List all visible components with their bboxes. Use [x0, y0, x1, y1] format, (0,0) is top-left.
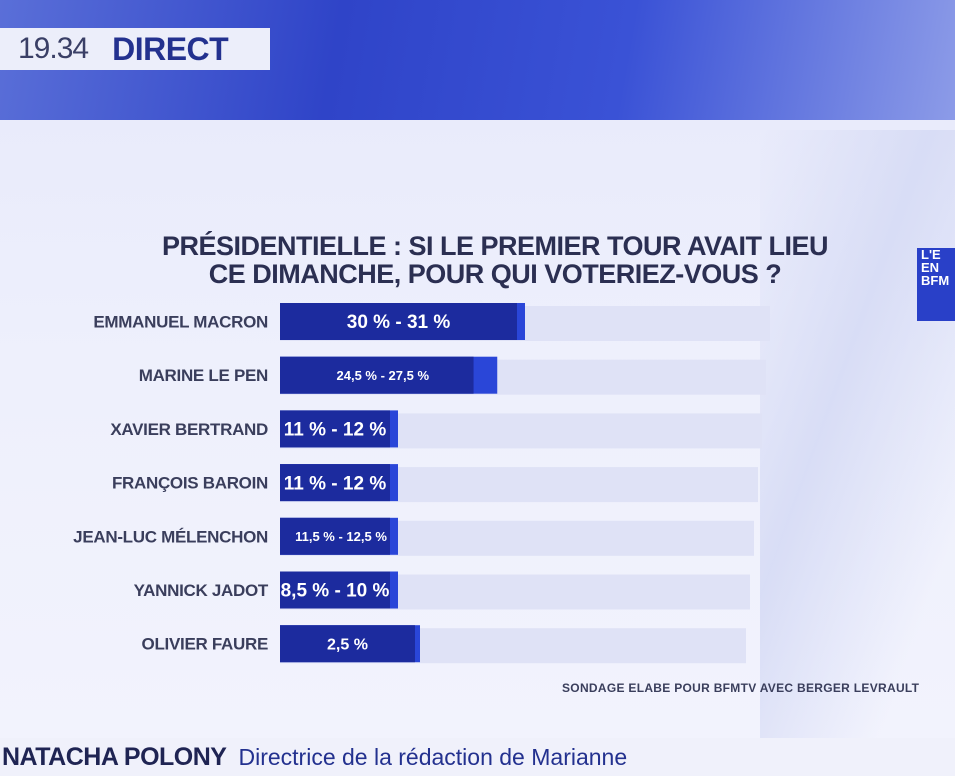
bar-low-estimate: [280, 517, 390, 555]
bar-low-estimate: [280, 571, 390, 609]
chart-title-line-1: PRÉSIDENTIELLE : SI LE PREMIER TOUR AVAI…: [161, 231, 829, 261]
live-label: DIRECT: [112, 30, 229, 67]
bar-low-estimate: [280, 464, 390, 502]
live-time-box: 19.34 DIRECT: [0, 28, 270, 70]
lower-third: NATACHA POLONY Directrice de la rédactio…: [0, 738, 955, 776]
value-label: 11 % - 12 %: [284, 420, 387, 441]
candidate-label: XAVIER BERTRAND: [110, 420, 268, 439]
bar-low-estimate: [280, 303, 517, 340]
value-label: 2,5 %: [327, 636, 368, 653]
value-label: 11,5 % - 12,5 %: [295, 529, 387, 544]
guest-name: NATACHA POLONY: [2, 742, 227, 771]
value-label: 11 % - 12 %: [284, 473, 387, 494]
poll-source: SONDAGE ELABE POUR BFMTV AVEC BERGER LEV…: [562, 681, 920, 695]
candidate-label: JEAN-LUC MÉLENCHON: [73, 527, 268, 546]
candidate-label: EMMANUEL MACRON: [93, 313, 268, 332]
guest-role: Directrice de la rédaction de Marianne: [238, 743, 628, 770]
channel-logo-text: L'E EN BFM: [921, 248, 950, 288]
value-label: 30 % - 31 %: [347, 312, 451, 333]
value-label: 8,5 % - 10 %: [281, 581, 390, 602]
candidate-label: YANNICK JADOT: [134, 581, 269, 600]
candidate-label: MARINE LE PEN: [139, 366, 268, 385]
broadcast-time: 19.34: [18, 32, 89, 65]
candidate-label: OLIVIER FAURE: [142, 635, 268, 654]
bar-low-estimate: [280, 356, 474, 394]
channel-logo: L'E EN BFM: [917, 248, 955, 321]
candidate-label: FRANÇOIS BAROIN: [112, 474, 268, 493]
bar-low-estimate: [280, 410, 390, 448]
top-banner-background: [0, 0, 955, 140]
chart-title: PRÉSIDENTIELLE : SI LE PREMIER TOUR AVAI…: [145, 232, 845, 288]
bar-low-estimate: [280, 625, 415, 663]
panel-decoration: [760, 130, 955, 750]
chart-title-line-2: CE DIMANCHE, POUR QUI VOTERIEZ-VOUS ?: [208, 259, 782, 289]
value-label: 24,5 % - 27,5 %: [337, 368, 430, 383]
